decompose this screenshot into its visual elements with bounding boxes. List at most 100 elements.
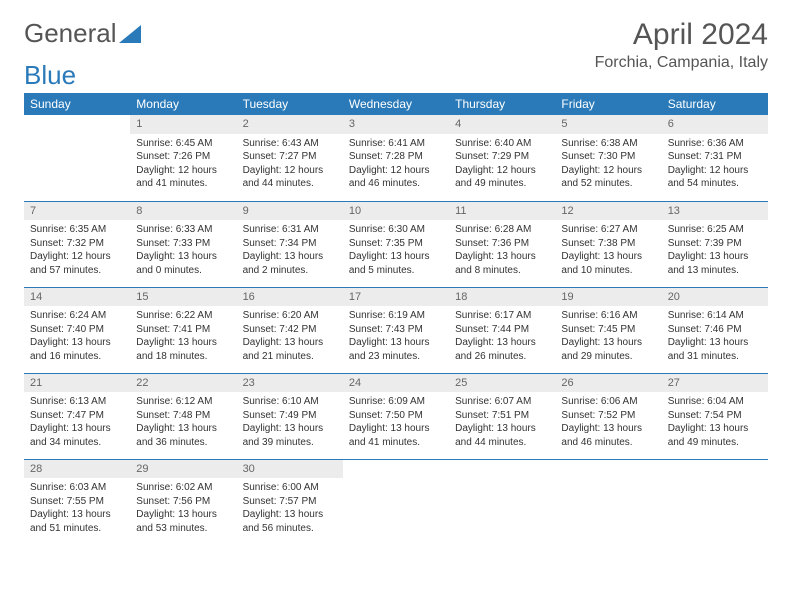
calendar-day-cell: 30Sunrise: 6:00 AMSunset: 7:57 PMDayligh… [237, 459, 343, 545]
day-details: Sunrise: 6:43 AMSunset: 7:27 PMDaylight:… [237, 134, 343, 195]
calendar-day-cell: 17Sunrise: 6:19 AMSunset: 7:43 PMDayligh… [343, 287, 449, 373]
calendar-day-cell: 8Sunrise: 6:33 AMSunset: 7:33 PMDaylight… [130, 201, 236, 287]
daylight-line: Daylight: 13 hours and 31 minutes. [668, 336, 762, 363]
daylight-line: Daylight: 13 hours and 2 minutes. [243, 250, 337, 277]
calendar-day-cell: 29Sunrise: 6:02 AMSunset: 7:56 PMDayligh… [130, 459, 236, 545]
sunset-line: Sunset: 7:52 PM [561, 409, 655, 423]
sunrise-line: Sunrise: 6:36 AM [668, 137, 762, 151]
sunset-line: Sunset: 7:34 PM [243, 237, 337, 251]
day-details: Sunrise: 6:38 AMSunset: 7:30 PMDaylight:… [555, 134, 661, 195]
sunset-line: Sunset: 7:26 PM [136, 150, 230, 164]
calendar-week-row: 28Sunrise: 6:03 AMSunset: 7:55 PMDayligh… [24, 459, 768, 545]
day-number: 2 [237, 115, 343, 134]
day-number: 11 [449, 202, 555, 221]
sunrise-line: Sunrise: 6:43 AM [243, 137, 337, 151]
day-number: 6 [662, 115, 768, 134]
sunrise-line: Sunrise: 6:38 AM [561, 137, 655, 151]
sunrise-line: Sunrise: 6:19 AM [349, 309, 443, 323]
sunset-line: Sunset: 7:32 PM [30, 237, 124, 251]
day-number: 7 [24, 202, 130, 221]
calendar-week-row: 21Sunrise: 6:13 AMSunset: 7:47 PMDayligh… [24, 373, 768, 459]
day-number: 4 [449, 115, 555, 134]
day-details: Sunrise: 6:24 AMSunset: 7:40 PMDaylight:… [24, 306, 130, 367]
day-number: 12 [555, 202, 661, 221]
sunrise-line: Sunrise: 6:25 AM [668, 223, 762, 237]
calendar-day-cell: 28Sunrise: 6:03 AMSunset: 7:55 PMDayligh… [24, 459, 130, 545]
day-details: Sunrise: 6:25 AMSunset: 7:39 PMDaylight:… [662, 220, 768, 281]
sunrise-line: Sunrise: 6:00 AM [243, 481, 337, 495]
daylight-line: Daylight: 12 hours and 57 minutes. [30, 250, 124, 277]
calendar-day-cell: 26Sunrise: 6:06 AMSunset: 7:52 PMDayligh… [555, 373, 661, 459]
sunrise-line: Sunrise: 6:27 AM [561, 223, 655, 237]
daylight-line: Daylight: 13 hours and 53 minutes. [136, 508, 230, 535]
day-number: 5 [555, 115, 661, 134]
day-details: Sunrise: 6:00 AMSunset: 7:57 PMDaylight:… [237, 478, 343, 539]
sunset-line: Sunset: 7:29 PM [455, 150, 549, 164]
day-number: 8 [130, 202, 236, 221]
calendar-week-row: 14Sunrise: 6:24 AMSunset: 7:40 PMDayligh… [24, 287, 768, 373]
calendar-day-cell: 3Sunrise: 6:41 AMSunset: 7:28 PMDaylight… [343, 115, 449, 201]
weekday-header-row: Sunday Monday Tuesday Wednesday Thursday… [24, 93, 768, 115]
day-details: Sunrise: 6:07 AMSunset: 7:51 PMDaylight:… [449, 392, 555, 453]
daylight-line: Daylight: 12 hours and 54 minutes. [668, 164, 762, 191]
day-details: Sunrise: 6:45 AMSunset: 7:26 PMDaylight:… [130, 134, 236, 195]
day-number: 21 [24, 374, 130, 393]
calendar-day-cell: 11Sunrise: 6:28 AMSunset: 7:36 PMDayligh… [449, 201, 555, 287]
day-details: Sunrise: 6:35 AMSunset: 7:32 PMDaylight:… [24, 220, 130, 281]
calendar-day-cell: 27Sunrise: 6:04 AMSunset: 7:54 PMDayligh… [662, 373, 768, 459]
sunrise-line: Sunrise: 6:40 AM [455, 137, 549, 151]
calendar-day-cell [449, 459, 555, 545]
day-number: 29 [130, 460, 236, 479]
sunset-line: Sunset: 7:30 PM [561, 150, 655, 164]
day-number: 20 [662, 288, 768, 307]
day-number: 19 [555, 288, 661, 307]
calendar-day-cell: 12Sunrise: 6:27 AMSunset: 7:38 PMDayligh… [555, 201, 661, 287]
calendar-day-cell [343, 459, 449, 545]
sunrise-line: Sunrise: 6:22 AM [136, 309, 230, 323]
daylight-line: Daylight: 13 hours and 44 minutes. [455, 422, 549, 449]
sunset-line: Sunset: 7:41 PM [136, 323, 230, 337]
day-number: 22 [130, 374, 236, 393]
sunset-line: Sunset: 7:45 PM [561, 323, 655, 337]
day-number: 15 [130, 288, 236, 307]
sunset-line: Sunset: 7:48 PM [136, 409, 230, 423]
calendar-day-cell: 14Sunrise: 6:24 AMSunset: 7:40 PMDayligh… [24, 287, 130, 373]
calendar-week-row: 7Sunrise: 6:35 AMSunset: 7:32 PMDaylight… [24, 201, 768, 287]
sunrise-line: Sunrise: 6:02 AM [136, 481, 230, 495]
sunset-line: Sunset: 7:31 PM [668, 150, 762, 164]
day-details: Sunrise: 6:06 AMSunset: 7:52 PMDaylight:… [555, 392, 661, 453]
calendar-day-cell [662, 459, 768, 545]
day-number: 14 [24, 288, 130, 307]
day-number: 10 [343, 202, 449, 221]
sunset-line: Sunset: 7:44 PM [455, 323, 549, 337]
weekday-header: Friday [555, 93, 661, 115]
day-number: 3 [343, 115, 449, 134]
calendar-day-cell: 2Sunrise: 6:43 AMSunset: 7:27 PMDaylight… [237, 115, 343, 201]
sunrise-line: Sunrise: 6:24 AM [30, 309, 124, 323]
day-details: Sunrise: 6:40 AMSunset: 7:29 PMDaylight:… [449, 134, 555, 195]
day-details: Sunrise: 6:20 AMSunset: 7:42 PMDaylight:… [237, 306, 343, 367]
sunrise-line: Sunrise: 6:10 AM [243, 395, 337, 409]
calendar-day-cell: 13Sunrise: 6:25 AMSunset: 7:39 PMDayligh… [662, 201, 768, 287]
daylight-line: Daylight: 13 hours and 21 minutes. [243, 336, 337, 363]
calendar-day-cell: 19Sunrise: 6:16 AMSunset: 7:45 PMDayligh… [555, 287, 661, 373]
day-number: 30 [237, 460, 343, 479]
sunset-line: Sunset: 7:36 PM [455, 237, 549, 251]
day-details: Sunrise: 6:28 AMSunset: 7:36 PMDaylight:… [449, 220, 555, 281]
day-details: Sunrise: 6:13 AMSunset: 7:47 PMDaylight:… [24, 392, 130, 453]
calendar-day-cell: 20Sunrise: 6:14 AMSunset: 7:46 PMDayligh… [662, 287, 768, 373]
sunset-line: Sunset: 7:38 PM [561, 237, 655, 251]
day-details: Sunrise: 6:41 AMSunset: 7:28 PMDaylight:… [343, 134, 449, 195]
sunrise-line: Sunrise: 6:33 AM [136, 223, 230, 237]
day-details: Sunrise: 6:33 AMSunset: 7:33 PMDaylight:… [130, 220, 236, 281]
logo-text-1: General [24, 18, 117, 49]
daylight-line: Daylight: 13 hours and 5 minutes. [349, 250, 443, 277]
day-number: 17 [343, 288, 449, 307]
sunset-line: Sunset: 7:27 PM [243, 150, 337, 164]
calendar-table: Sunday Monday Tuesday Wednesday Thursday… [24, 93, 768, 545]
day-number: 27 [662, 374, 768, 393]
day-details: Sunrise: 6:12 AMSunset: 7:48 PMDaylight:… [130, 392, 236, 453]
sunrise-line: Sunrise: 6:14 AM [668, 309, 762, 323]
day-number: 18 [449, 288, 555, 307]
sunset-line: Sunset: 7:35 PM [349, 237, 443, 251]
